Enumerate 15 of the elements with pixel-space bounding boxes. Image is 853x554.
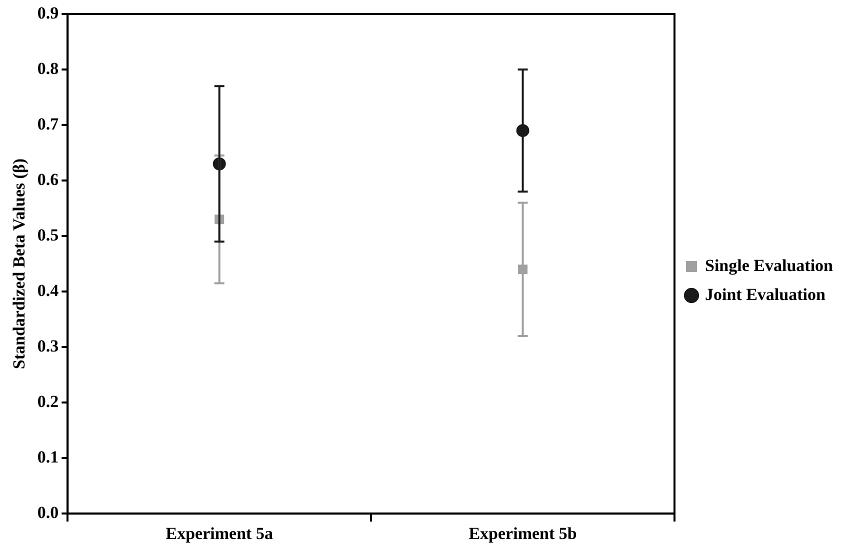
- y-axis-title: Standardized Beta Values (β): [10, 158, 29, 370]
- y-tick-label: 0.6: [37, 170, 59, 189]
- x-tick-label: Experiment 5b: [468, 524, 577, 544]
- x-tick-label: Experiment 5a: [166, 524, 274, 544]
- y-tick-label: 0.0: [37, 502, 59, 522]
- legend-label: Single Evaluation: [704, 256, 834, 275]
- y-tick-label: 0.9: [37, 3, 59, 22]
- y-tick-label: 0.5: [37, 225, 59, 244]
- y-tick-label: 0.8: [37, 58, 59, 78]
- y-tick-label: 0.4: [37, 280, 60, 300]
- y-tick-label: 0.3: [37, 336, 59, 356]
- y-tick-label: 0.1: [37, 447, 59, 466]
- y-tick-label: 0.2: [37, 392, 59, 411]
- y-tick-label: 0.7: [37, 114, 60, 134]
- legend-label: Joint Evaluation: [704, 284, 826, 304]
